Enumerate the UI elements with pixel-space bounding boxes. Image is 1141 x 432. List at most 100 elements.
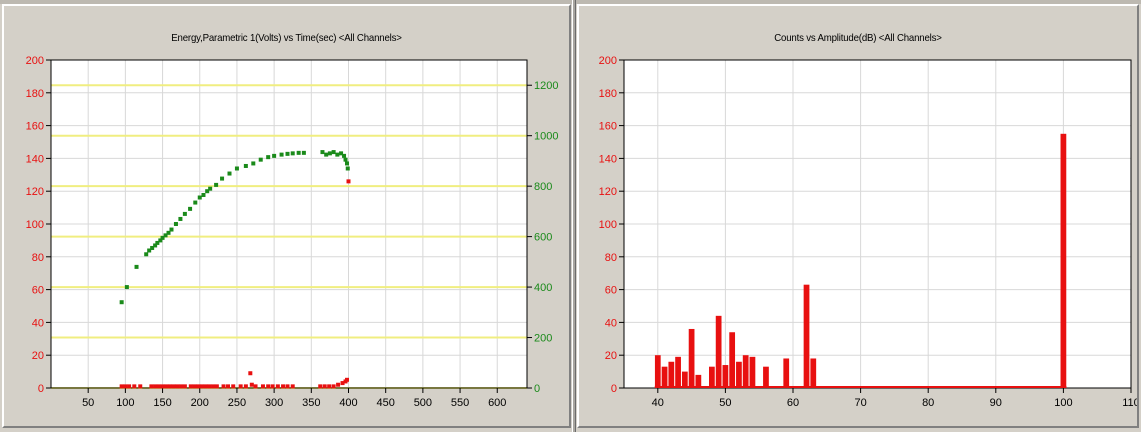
red-point bbox=[192, 384, 197, 389]
red-point bbox=[175, 384, 180, 389]
green-point bbox=[150, 245, 155, 250]
green-point bbox=[147, 248, 152, 253]
y-tick-label: 180 bbox=[599, 88, 617, 100]
x-tick-label: 400 bbox=[339, 397, 357, 409]
green-point bbox=[208, 186, 213, 191]
x-tick-label: 600 bbox=[488, 397, 506, 409]
x-tick-label: 500 bbox=[414, 397, 432, 409]
green-point bbox=[290, 151, 295, 156]
red-point bbox=[160, 384, 165, 389]
y-tick-label: 0 bbox=[611, 383, 617, 395]
green-point bbox=[320, 150, 325, 155]
green-point bbox=[220, 176, 225, 181]
green-point bbox=[345, 166, 350, 171]
green-point bbox=[324, 152, 329, 157]
red-point bbox=[238, 384, 243, 389]
counts-amplitude-bar-chart: 0 20 40 60 80 100 120 140 160 180 200 40 50 60 70 80 90 1… bbox=[599, 55, 1137, 409]
red-point bbox=[149, 384, 154, 389]
green-point bbox=[234, 166, 239, 171]
red-point bbox=[248, 371, 253, 376]
green-point bbox=[335, 152, 340, 157]
red-point bbox=[270, 384, 275, 389]
green-point bbox=[227, 171, 232, 176]
green-point bbox=[272, 153, 277, 158]
y-tick-label: 20 bbox=[605, 350, 617, 362]
red-point bbox=[182, 384, 187, 389]
x-tick-label: 40 bbox=[652, 397, 664, 409]
green-point bbox=[169, 227, 174, 232]
red-point bbox=[226, 384, 231, 389]
bar bbox=[810, 358, 817, 388]
bar bbox=[749, 356, 756, 388]
y-right-tick-label: 1200 bbox=[534, 80, 558, 92]
x-tick-label: 50 bbox=[719, 397, 731, 409]
x-tick-label: 550 bbox=[451, 397, 469, 409]
red-point bbox=[290, 384, 295, 389]
y-left-tick-label: 200 bbox=[26, 55, 44, 67]
green-point bbox=[251, 161, 256, 166]
splitter-bar[interactable] bbox=[572, 0, 576, 432]
green-point bbox=[155, 240, 160, 245]
green-point bbox=[193, 200, 198, 205]
red-point bbox=[179, 384, 184, 389]
x-tick-label: 200 bbox=[191, 397, 209, 409]
green-point bbox=[345, 161, 350, 166]
red-point bbox=[138, 384, 143, 389]
red-point bbox=[318, 384, 323, 389]
y-tick-label: 120 bbox=[599, 186, 617, 198]
green-point bbox=[158, 238, 163, 243]
y-left-tick-label: 180 bbox=[26, 88, 44, 100]
red-point bbox=[199, 384, 204, 389]
red-point bbox=[281, 384, 286, 389]
red-point bbox=[340, 381, 345, 386]
x-tick-label: 70 bbox=[854, 397, 866, 409]
green-point bbox=[160, 235, 165, 240]
red-point bbox=[132, 384, 137, 389]
x-tick-label: 350 bbox=[302, 397, 320, 409]
chart-title: Energy,Parametric 1(Volts) vs Time(sec) … bbox=[171, 32, 402, 44]
red-point bbox=[196, 384, 201, 389]
x-tick-label: 110 bbox=[1122, 397, 1137, 409]
red-point bbox=[243, 384, 248, 389]
green-point bbox=[243, 163, 248, 168]
y-left-tick-label: 80 bbox=[32, 252, 44, 264]
y-right-tick-label: 600 bbox=[534, 232, 552, 244]
x-tick-label: 60 bbox=[787, 397, 799, 409]
y-tick-label: 160 bbox=[599, 121, 617, 133]
bar bbox=[675, 356, 681, 388]
bar bbox=[661, 366, 668, 388]
green-point bbox=[182, 211, 187, 216]
y-right-tick-label: 800 bbox=[534, 181, 552, 193]
y-left-tick-label: 120 bbox=[26, 186, 44, 198]
red-point bbox=[123, 384, 128, 389]
y-left-tick-label: 140 bbox=[26, 153, 44, 165]
y-left-tick-label: 100 bbox=[26, 219, 44, 231]
green-point bbox=[331, 150, 336, 155]
green-point bbox=[188, 206, 193, 211]
red-point bbox=[322, 384, 327, 389]
green-point bbox=[178, 216, 183, 221]
red-point bbox=[221, 384, 226, 389]
green-point bbox=[173, 222, 178, 226]
red-point bbox=[327, 384, 332, 389]
green-point bbox=[124, 285, 129, 290]
y-tick-label: 60 bbox=[605, 285, 617, 297]
bar bbox=[803, 284, 810, 388]
y-left-tick-label: 40 bbox=[32, 317, 44, 329]
green-point bbox=[197, 195, 202, 200]
red-point bbox=[127, 384, 132, 389]
bar bbox=[763, 366, 769, 388]
red-point bbox=[153, 384, 158, 389]
counts-amplitude-chart-panel: Counts vs Amplitude(dB) <All Channels> 0… bbox=[577, 4, 1139, 428]
y-left-tick-label: 0 bbox=[38, 383, 44, 395]
energy-time-chart-panel: Energy,Parametric 1(Volts) vs Time(sec) … bbox=[2, 4, 571, 428]
red-point bbox=[260, 384, 265, 389]
bar bbox=[681, 371, 688, 388]
x-tick-label: 300 bbox=[265, 397, 283, 409]
green-point bbox=[134, 264, 139, 269]
y-right-tick-label: 200 bbox=[534, 333, 552, 345]
bar bbox=[695, 374, 702, 388]
red-point bbox=[336, 382, 341, 387]
x-tick-label: 450 bbox=[377, 397, 395, 409]
green-point bbox=[342, 153, 347, 158]
